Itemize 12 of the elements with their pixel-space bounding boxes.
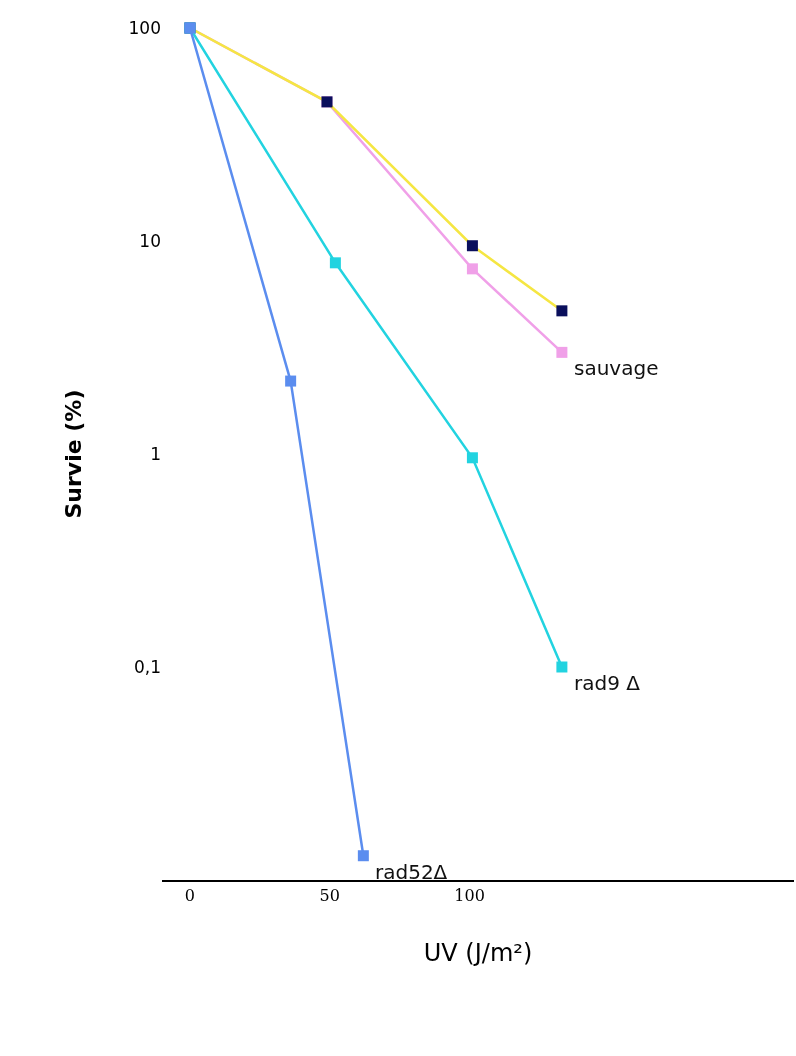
y-tick-label: 10 bbox=[139, 230, 161, 251]
y-tick-label: 100 bbox=[128, 17, 161, 38]
x-tick-label: 0 bbox=[184, 885, 196, 905]
x-tick-label: 50 bbox=[319, 885, 340, 905]
series-label: sauvage bbox=[574, 356, 659, 380]
x-tick-label: 100 bbox=[454, 885, 485, 905]
series-label: rad9 Δ bbox=[574, 671, 641, 695]
series-label: rad52Δ bbox=[375, 860, 448, 884]
y-axis-title: Survie (%) bbox=[61, 389, 87, 519]
x-axis-title: UV (J/m²) bbox=[423, 938, 533, 967]
y-tick-label: 1 bbox=[150, 443, 161, 464]
y-tick-label: 0,1 bbox=[133, 656, 161, 677]
